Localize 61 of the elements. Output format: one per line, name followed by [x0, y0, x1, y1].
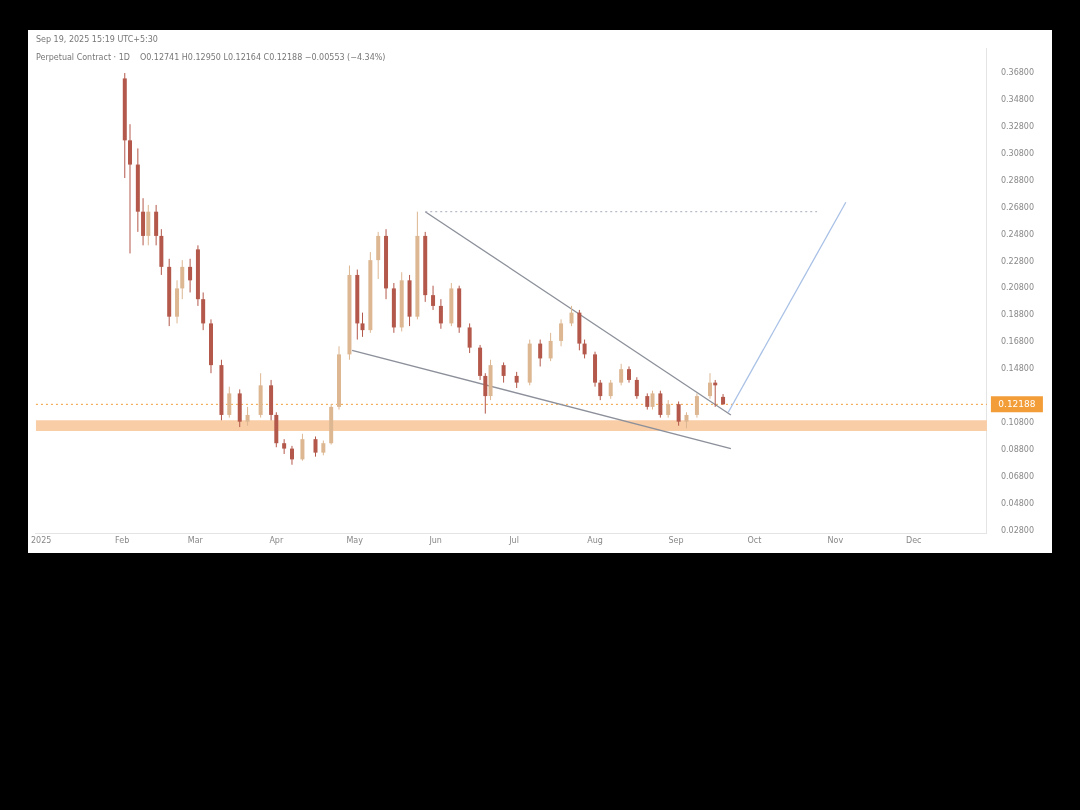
x-tick-label: Mar [187, 536, 204, 546]
x-tick-label: Dec [906, 536, 922, 546]
candlestick [634, 376, 639, 400]
y-tick-label: 0.36800 [1000, 68, 1035, 78]
candlestick [313, 435, 318, 458]
candlestick [650, 390, 655, 411]
x-tick-label: May [346, 536, 364, 546]
candlestick [694, 392, 699, 419]
candlestick [431, 285, 436, 311]
candlestick [360, 312, 365, 338]
y-tick-label: 0.34800 [1000, 95, 1035, 105]
ref-line-label: 0.12188 [998, 398, 1036, 409]
y-tick-label: 0.18800 [1000, 310, 1035, 320]
candlestick [569, 305, 574, 327]
candlestick [608, 379, 613, 400]
y-tick-label: 0.32800 [1000, 121, 1035, 131]
x-tick-label: Oct [747, 536, 762, 546]
x-tick-label: Jun [428, 536, 442, 546]
candlestick [467, 322, 472, 354]
candlestick [300, 433, 305, 462]
candlestick [598, 379, 603, 401]
y-tick-label: 0.22800 [1000, 256, 1035, 266]
y-tick-label: 0.24800 [1000, 229, 1035, 239]
candlestick [658, 390, 663, 419]
y-tick-label: 0.30800 [1000, 148, 1035, 158]
text: Perpetual Contract · 1D [36, 53, 130, 63]
candlestick [245, 406, 250, 427]
candlestick [619, 363, 624, 386]
candlestick [282, 438, 287, 455]
candlestick [289, 445, 294, 466]
y-tick-label: 0.20800 [1000, 283, 1035, 293]
candlestick [501, 361, 506, 384]
x-tick-label: 2025 [31, 536, 52, 546]
y-tick-label: 0.06800 [1000, 471, 1035, 481]
y-tick-label: 0.10800 [1000, 418, 1035, 428]
candlestick [483, 372, 488, 415]
y-tick-label: 0.26800 [1000, 202, 1035, 212]
x-tick-label: Jul [508, 536, 519, 546]
x-tick-label: Sep [668, 536, 684, 546]
candlestick [707, 372, 712, 400]
candlestick [438, 298, 443, 330]
y-tick-label: 0.16800 [1000, 337, 1035, 347]
candlestick [538, 339, 543, 367]
y-tick-label: 0.08800 [1000, 445, 1035, 455]
candlestick [582, 339, 587, 359]
candlestick [227, 386, 232, 419]
x-tick-label: Nov [827, 536, 844, 546]
x-tick-label: Feb [115, 536, 130, 546]
y-tick-label: 0.02800 [1000, 525, 1035, 535]
candlestick [180, 259, 185, 300]
y-tick-label: 0.28800 [1000, 175, 1035, 185]
y-tick-label: 0.14800 [1000, 364, 1035, 374]
candlestick [548, 332, 553, 362]
candlestick [559, 318, 564, 347]
candlestick [188, 258, 193, 293]
text: Sep 19, 2025 15:19 UTC+5:30 [36, 35, 158, 45]
y-tick-label: 0.04800 [1000, 498, 1035, 508]
x-tick-label: Aug [587, 536, 603, 546]
candlestick [676, 400, 681, 427]
x-tick-label: Apr [269, 536, 284, 546]
text: O0.12741 H0.12950 L0.12164 C0.12188 −0.00553 (−4.34%) [139, 53, 386, 63]
